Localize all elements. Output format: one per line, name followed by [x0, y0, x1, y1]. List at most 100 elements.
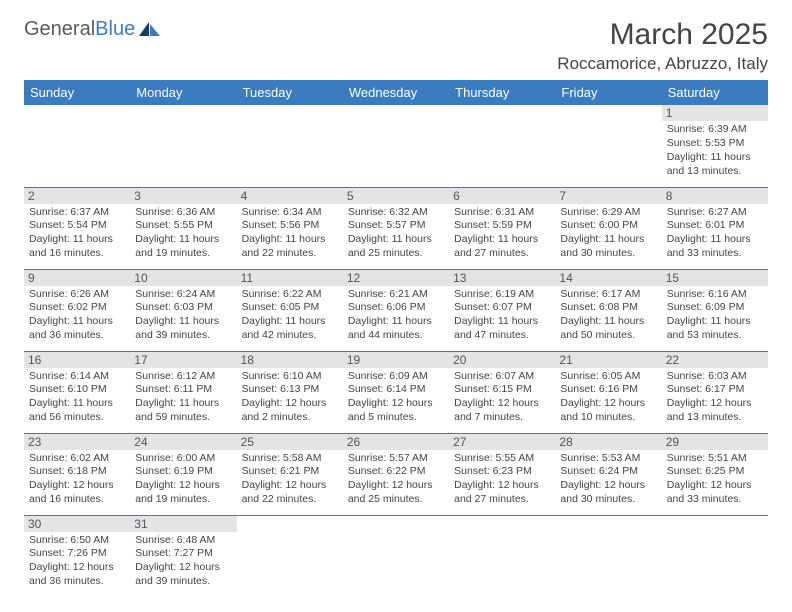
sunrise: Sunrise: 6:02 AM: [29, 452, 125, 466]
day-info: Sunrise: 6:05 AMSunset: 6:16 PMDaylight:…: [560, 370, 656, 425]
calendar-week: 16Sunrise: 6:14 AMSunset: 6:10 PMDayligh…: [24, 351, 768, 433]
calendar-day: [237, 515, 343, 594]
day-number: 2: [24, 188, 130, 204]
sunset: Sunset: 6:07 PM: [454, 301, 550, 315]
calendar-day: 30Sunrise: 6:50 AMSunset: 7:26 PMDayligh…: [24, 515, 130, 594]
day-header: Saturday: [662, 80, 768, 105]
sunset: Sunset: 7:26 PM: [29, 547, 125, 561]
sunrise: Sunrise: 6:10 AM: [242, 370, 338, 384]
day-info: Sunrise: 6:26 AMSunset: 6:02 PMDaylight:…: [29, 288, 125, 343]
daylight: Daylight: 11 hours and 30 minutes.: [560, 233, 656, 261]
sunrise: Sunrise: 6:17 AM: [560, 288, 656, 302]
daylight: Daylight: 12 hours and 27 minutes.: [454, 479, 550, 507]
calendar-day: [343, 105, 449, 187]
sunset: Sunset: 6:09 PM: [667, 301, 763, 315]
calendar-day: 4 Sunrise: 6:34 AMSunset: 5:56 PMDaylight…: [237, 187, 343, 269]
day-info: Sunrise: 5:51 AMSunset: 6:25 PMDaylight:…: [667, 452, 763, 507]
day-number: 4: [237, 188, 343, 204]
calendar-day: 17 Sunrise: 6:12 AMSunset: 6:11 PMDayligh…: [130, 351, 236, 433]
calendar-day: 19Sunrise: 6:09 AMSunset: 6:14 PMDayligh…: [343, 351, 449, 433]
sunrise: Sunrise: 6:32 AM: [348, 206, 444, 220]
daylight: Daylight: 11 hours and 44 minutes.: [348, 315, 444, 343]
daylight: Daylight: 11 hours and 47 minutes.: [454, 315, 550, 343]
daylight: Daylight: 12 hours and 19 minutes.: [135, 479, 231, 507]
daylight: Daylight: 11 hours and 39 minutes.: [135, 315, 231, 343]
sunset: Sunset: 5:55 PM: [135, 219, 231, 233]
day-info: Sunrise: 6:03 AMSunset: 6:17 PMDaylight:…: [667, 370, 763, 425]
daylight: Daylight: 11 hours and 59 minutes.: [135, 397, 231, 425]
day-info: Sunrise: 6:07 AMSunset: 6:15 PMDaylight:…: [454, 370, 550, 425]
day-info: Sunrise: 6:00 AMSunset: 6:19 PMDaylight:…: [135, 452, 231, 507]
day-number: 25: [237, 434, 343, 450]
calendar-day: 16Sunrise: 6:14 AMSunset: 6:10 PMDayligh…: [24, 351, 130, 433]
sunrise: Sunrise: 6:03 AM: [667, 370, 763, 384]
sunrise: Sunrise: 6:36 AM: [135, 206, 231, 220]
day-number: 10: [130, 270, 236, 286]
day-info: Sunrise: 6:34 AMSunset: 5:56 PMDaylight:…: [242, 206, 338, 261]
day-info: Sunrise: 6:10 AMSunset: 6:13 PMDaylight:…: [242, 370, 338, 425]
day-number: 14: [555, 270, 661, 286]
day-number: 20: [449, 352, 555, 368]
sunset: Sunset: 6:01 PM: [667, 219, 763, 233]
calendar-day: [24, 105, 130, 187]
day-header: Thursday: [449, 80, 555, 105]
logo: GeneralBlue: [24, 18, 161, 41]
day-info: Sunrise: 6:29 AMSunset: 6:00 PMDaylight:…: [560, 206, 656, 261]
sunset: Sunset: 6:25 PM: [667, 465, 763, 479]
daylight: Daylight: 11 hours and 25 minutes.: [348, 233, 444, 261]
day-header: Monday: [130, 80, 236, 105]
sunset: Sunset: 5:57 PM: [348, 219, 444, 233]
calendar-day: 28Sunrise: 5:53 AMSunset: 6:24 PMDayligh…: [555, 433, 661, 515]
sunrise: Sunrise: 6:09 AM: [348, 370, 444, 384]
calendar-day: [662, 515, 768, 594]
calendar-day: [343, 515, 449, 594]
calendar-day: 27Sunrise: 5:55 AMSunset: 6:23 PMDayligh…: [449, 433, 555, 515]
daylight: Daylight: 12 hours and 7 minutes.: [454, 397, 550, 425]
daylight: Daylight: 11 hours and 50 minutes.: [560, 315, 656, 343]
sunset: Sunset: 6:00 PM: [560, 219, 656, 233]
daylight: Daylight: 12 hours and 16 minutes.: [29, 479, 125, 507]
calendar-day: 18Sunrise: 6:10 AMSunset: 6:13 PMDayligh…: [237, 351, 343, 433]
calendar-day: 25Sunrise: 5:58 AMSunset: 6:21 PMDayligh…: [237, 433, 343, 515]
sunset: Sunset: 6:15 PM: [454, 383, 550, 397]
day-number: 15: [662, 270, 768, 286]
day-number: 26: [343, 434, 449, 450]
sunset: Sunset: 6:24 PM: [560, 465, 656, 479]
day-number: 6: [449, 188, 555, 204]
sunset: Sunset: 5:59 PM: [454, 219, 550, 233]
sail-icon: [139, 22, 161, 38]
calendar-day: 31Sunrise: 6:48 AMSunset: 7:27 PMDayligh…: [130, 515, 236, 594]
day-info: Sunrise: 5:53 AMSunset: 6:24 PMDaylight:…: [560, 452, 656, 507]
day-info: Sunrise: 6:24 AMSunset: 6:03 PMDaylight:…: [135, 288, 231, 343]
sunrise: Sunrise: 6:12 AM: [135, 370, 231, 384]
day-number: 17: [130, 352, 236, 368]
calendar-day: 29Sunrise: 5:51 AMSunset: 6:25 PMDayligh…: [662, 433, 768, 515]
day-info: Sunrise: 6:48 AMSunset: 7:27 PMDaylight:…: [135, 534, 231, 589]
daylight: Daylight: 11 hours and 13 minutes.: [667, 151, 763, 179]
calendar-day: 1Sunrise: 6:39 AMSunset: 5:53 PMDaylight…: [662, 105, 768, 187]
sunset: Sunset: 6:14 PM: [348, 383, 444, 397]
day-info: Sunrise: 6:21 AMSunset: 6:06 PMDaylight:…: [348, 288, 444, 343]
day-number: 1: [662, 105, 768, 121]
sunset: Sunset: 6:11 PM: [135, 383, 231, 397]
calendar-day: 2Sunrise: 6:37 AMSunset: 5:54 PMDaylight…: [24, 187, 130, 269]
day-info: Sunrise: 6:16 AMSunset: 6:09 PMDaylight:…: [667, 288, 763, 343]
calendar-day: [449, 515, 555, 594]
daylight: Daylight: 12 hours and 39 minutes.: [135, 561, 231, 589]
day-info: Sunrise: 5:57 AMSunset: 6:22 PMDaylight:…: [348, 452, 444, 507]
daylight: Daylight: 12 hours and 22 minutes.: [242, 479, 338, 507]
sunrise: Sunrise: 5:55 AM: [454, 452, 550, 466]
calendar-day: 20 Sunrise: 6:07 AMSunset: 6:15 PMDayligh…: [449, 351, 555, 433]
day-number: 12: [343, 270, 449, 286]
calendar-day: 15 Sunrise: 6:16 AMSunset: 6:09 PMDayligh…: [662, 269, 768, 351]
sunset: Sunset: 5:53 PM: [667, 137, 763, 151]
daylight: Daylight: 12 hours and 2 minutes.: [242, 397, 338, 425]
calendar-day: 8Sunrise: 6:27 AMSunset: 6:01 PMDaylight…: [662, 187, 768, 269]
daylight: Daylight: 12 hours and 13 minutes.: [667, 397, 763, 425]
daylight: Daylight: 12 hours and 25 minutes.: [348, 479, 444, 507]
calendar-head: SundayMondayTuesdayWednesdayThursdayFrid…: [24, 80, 768, 105]
day-header: Friday: [555, 80, 661, 105]
sunset: Sunset: 6:08 PM: [560, 301, 656, 315]
calendar-day: 6Sunrise: 6:31 AMSunset: 5:59 PMDaylight…: [449, 187, 555, 269]
sunset: Sunset: 6:03 PM: [135, 301, 231, 315]
